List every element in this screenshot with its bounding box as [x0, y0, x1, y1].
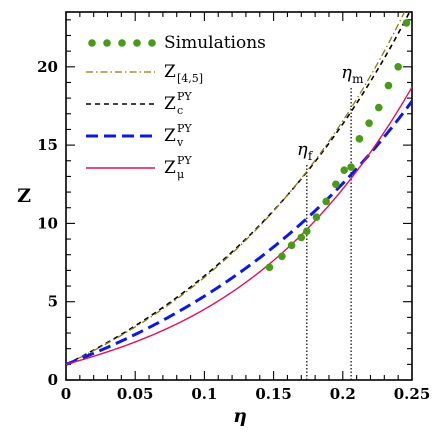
simulation-point — [322, 197, 330, 206]
simulation-point — [265, 263, 274, 272]
legend-label: Z — [164, 94, 176, 114]
simulation-point — [384, 81, 393, 90]
annotation-eta-f-label: η — [297, 139, 308, 160]
legend-dot — [103, 39, 111, 47]
x-axis-label: η — [233, 405, 247, 427]
simulation-point — [278, 252, 286, 261]
simulation-point — [287, 241, 296, 250]
simulation-point — [355, 135, 364, 143]
simulation-point — [394, 63, 402, 71]
legend-dot — [88, 39, 96, 47]
legend-item-sim: Simulations — [88, 33, 266, 53]
simulation-point — [402, 19, 411, 27]
x-tick-label: 0.05 — [117, 385, 154, 403]
annotation-eta-m-sub: m — [352, 72, 364, 86]
y-tick-label: 0 — [48, 371, 58, 389]
legend-label-sub: c — [177, 104, 183, 117]
x-tick-label: 0 — [61, 385, 71, 403]
legend-label: Z — [164, 158, 176, 178]
legend-dot — [118, 39, 126, 47]
legend-label-sup: PY — [177, 90, 192, 103]
legend-dot — [133, 39, 141, 47]
series-zmu-line — [66, 85, 412, 366]
simulation-point — [340, 166, 348, 174]
x-tick-label: 0.25 — [394, 385, 431, 403]
y-tick-label: 10 — [37, 214, 58, 232]
simulation-point — [365, 119, 373, 127]
legend-item-zc: Z PYc — [86, 90, 192, 117]
y-tick-label: 5 — [48, 293, 58, 311]
y-tick-label: 20 — [37, 58, 58, 76]
legend-label-sub: v — [176, 136, 184, 149]
series-zc-line — [66, 12, 411, 366]
legend-label: Simulations — [164, 33, 266, 53]
simulation-point — [374, 103, 383, 112]
axis-tick-labels: 0 0.05 0.1 0.15 0.2 0.25 0 5 10 15 20 — [37, 58, 430, 403]
series-layer — [66, 12, 412, 366]
simulation-point — [332, 180, 340, 189]
simulation-point — [297, 233, 306, 242]
simulation-point — [303, 227, 311, 236]
legend-label: Z — [164, 126, 176, 146]
axis-ticks — [65, 12, 413, 381]
simulation-point — [347, 163, 355, 171]
annotation-eta-m-label: η — [341, 62, 352, 83]
x-tick-label: 0.1 — [191, 385, 217, 403]
annotations: η fη m — [297, 62, 364, 380]
legend-item-zv: Z PYv — [86, 122, 192, 149]
legend-dot — [148, 39, 156, 47]
series-z45-line — [66, 12, 406, 365]
legend-label-sup: PY — [177, 154, 192, 167]
legend-item-z45: Z [4,5] — [86, 62, 203, 85]
simulation-point — [312, 213, 321, 221]
x-tick-label: 0.15 — [255, 385, 292, 403]
legend-item-zmu: Z PYμ — [86, 154, 192, 181]
legend-label-sup: PY — [177, 122, 192, 135]
y-tick-label: 15 — [37, 136, 58, 154]
y-axis-label: Z — [17, 185, 31, 207]
legend-label-sub: [4,5] — [177, 72, 203, 85]
annotation-eta-f-sub: f — [308, 149, 314, 163]
legend-label: Z — [164, 62, 176, 82]
x-tick-label: 0.2 — [330, 385, 356, 403]
legend-label-sub: μ — [177, 168, 184, 181]
plot-frame — [65, 11, 413, 381]
series-zv-line — [66, 98, 412, 366]
